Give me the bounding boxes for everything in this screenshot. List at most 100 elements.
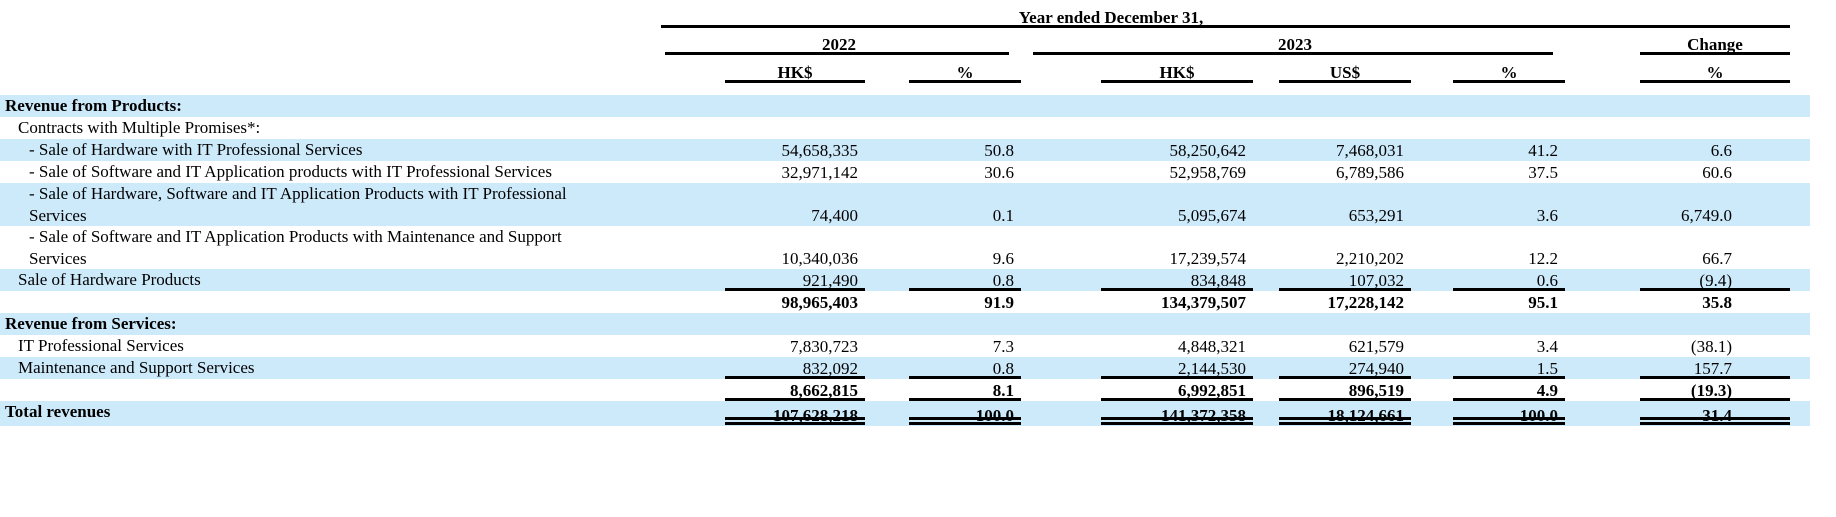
revenue-table: Year ended December 31, 2022 2023 Change… (0, 0, 1810, 426)
cell-2022-hkd: 32,971,142 (781, 162, 859, 182)
cell-2023-hkd: 4,848,321 (1178, 336, 1246, 356)
table-row-hw-sw-it-app-products: - Sale of Hardware, Software and IT Appl… (0, 183, 1810, 226)
header-row-period: Year ended December 31, (0, 0, 1810, 28)
cell-2023-pct: 0.6 (1413, 269, 1567, 291)
cell-2022-pct: 0.8 (867, 269, 1023, 291)
cell-2023-pct: 41.2 (1528, 140, 1558, 160)
col-header-change-pct: % (1567, 55, 1810, 83)
cell-2022-hkd: 7,830,723 (790, 336, 858, 356)
cell-2023-usd: 621,579 (1348, 336, 1404, 356)
cell-2023-pct: 3.4 (1536, 336, 1558, 356)
col-header-2022-hkd: HK$ (655, 55, 867, 83)
cell-2022-hkd: 74,400 (811, 205, 858, 225)
group-change: Change (1567, 28, 1810, 55)
period-title: Year ended December 31, (655, 0, 1567, 28)
row-label-line2: Services (29, 205, 87, 225)
cell-2023-usd: 274,940 (1255, 357, 1413, 379)
table-row-services-subtotal: 8,662,815 8.1 6,992,851 896,519 4.9 (19.… (0, 379, 1810, 401)
cell-2023-usd: 107,032 (1255, 269, 1413, 291)
cell-2023-pct: 3.6 (1536, 205, 1558, 225)
table-row-maintenance-support-services: Maintenance and Support Services 832,092… (0, 357, 1810, 379)
cell-2022-hkd: 10,340,036 (781, 248, 859, 268)
cell-2022-pct: 50.8 (984, 140, 1014, 160)
cell-change-pct: 66.7 (1702, 248, 1732, 268)
cell-2023-usd: 2,210,202 (1336, 248, 1404, 268)
cell-2023-hkd: 834,848 (1023, 269, 1255, 291)
cell-2022-pct: 0.8 (867, 357, 1023, 379)
table-row-total-revenues: Total revenues 107,628,218 100.0 141,372… (0, 401, 1810, 426)
cell-change-pct: 60.6 (1702, 162, 1732, 182)
table-row-revenue-products-section: Revenue from Products: (0, 95, 1810, 117)
cell-2022-hkd: 107,628,218 (655, 401, 867, 426)
table-row-products-subtotal: 98,965,403 91.9 134,379,507 17,228,142 9… (0, 291, 1810, 313)
row-label: - Sale of Hardware with IT Professional … (29, 140, 363, 159)
table-row-sale-hardware-products: Sale of Hardware Products 921,490 0.8 83… (0, 269, 1810, 291)
table-row-hardware-it-services: - Sale of Hardware with IT Professional … (0, 139, 1810, 161)
section-title: Revenue from Products: (5, 96, 182, 115)
cell-2023-usd: 896,519 (1255, 379, 1413, 401)
cell-change-pct: 157.7 (1567, 357, 1810, 379)
row-label-line2: Services (29, 248, 87, 268)
cell-2023-pct: 12.2 (1528, 248, 1558, 268)
cell-2022-pct: 91.9 (984, 292, 1014, 312)
group-2022: 2022 (655, 28, 1023, 55)
row-label: IT Professional Services (18, 336, 184, 355)
col-header-2023-usd: US$ (1255, 55, 1413, 83)
cell-change-pct: 6,749.0 (1681, 205, 1732, 225)
cell-2023-usd: 17,228,142 (1327, 292, 1405, 312)
cell-2022-hkd: 54,658,335 (781, 140, 859, 160)
cell-2022-hkd: 832,092 (655, 357, 867, 379)
section-title: Revenue from Services: (5, 314, 177, 333)
table-row-revenue-services-section: Revenue from Services: (0, 313, 1810, 335)
cell-2022-pct: 8.1 (867, 379, 1023, 401)
row-label: Maintenance and Support Services (18, 358, 255, 377)
cell-change-pct: (19.3) (1567, 379, 1810, 401)
cell-change-pct: (9.4) (1567, 269, 1810, 291)
cell-2023-pct: 4.9 (1413, 379, 1567, 401)
cell-2023-hkd: 2,144,530 (1023, 357, 1255, 379)
cell-2022-hkd: 98,965,403 (781, 292, 859, 312)
cell-2023-hkd: 17,239,574 (1169, 248, 1247, 268)
cell-change-pct: 31.4 (1567, 401, 1810, 426)
col-header-2023-pct: % (1413, 55, 1567, 83)
table-row-it-professional-services: IT Professional Services 7,830,723 7.3 4… (0, 335, 1810, 357)
cell-2023-usd: 7,468,031 (1336, 140, 1404, 160)
cell-2023-hkd: 6,992,851 (1023, 379, 1255, 401)
cell-2023-hkd: 5,095,674 (1178, 205, 1246, 225)
cell-2023-hkd: 141,372,358 (1023, 401, 1255, 426)
period-title-text: Year ended December 31, (1018, 8, 1204, 27)
cell-2023-hkd: 58,250,642 (1169, 140, 1247, 160)
period-rule-change-segment (1567, 0, 1810, 28)
cell-2023-hkd: 134,379,507 (1161, 292, 1246, 312)
cell-2023-pct: 1.5 (1413, 357, 1567, 379)
header-row-groups: 2022 2023 Change (0, 28, 1810, 55)
cell-2022-pct: 100.0 (867, 401, 1023, 426)
group-2022-label: 2022 (822, 35, 856, 54)
group-2023: 2023 (1023, 28, 1567, 55)
row-label: Total revenues (5, 402, 111, 421)
cell-change-pct: 35.8 (1702, 292, 1732, 312)
table-row-contracts-multiple-promises: Contracts with Multiple Promises*: (0, 117, 1810, 139)
table-row-software-it-app-products: - Sale of Software and IT Application pr… (0, 161, 1810, 183)
cell-change-pct: 6.6 (1710, 140, 1732, 160)
group-2023-label: 2023 (1278, 35, 1312, 54)
cell-2023-pct: 37.5 (1528, 162, 1558, 182)
cell-2023-hkd: 52,958,769 (1169, 162, 1247, 182)
table-row-sw-maintenance-support: - Sale of Software and IT Application Pr… (0, 226, 1810, 269)
cell-2022-pct: 30.6 (984, 162, 1014, 182)
cell-2022-pct: 7.3 (992, 336, 1014, 356)
col-header-2022-pct: % (867, 55, 1023, 83)
cell-2022-pct: 0.1 (992, 205, 1014, 225)
cell-2022-hkd: 921,490 (655, 269, 867, 291)
header-row-columns: HK$ % HK$ US$ % % (0, 55, 1810, 83)
col-header-2023-hkd: HK$ (1023, 55, 1255, 83)
cell-2023-usd: 6,789,586 (1336, 162, 1404, 182)
cell-2022-hkd: 8,662,815 (655, 379, 867, 401)
cell-change-pct: (38.1) (1690, 336, 1732, 356)
cell-2023-usd: 18,124,661 (1255, 401, 1413, 426)
header-spacer (0, 83, 1810, 95)
row-label: Contracts with Multiple Promises*: (18, 118, 261, 137)
row-label: - Sale of Software and IT Application pr… (29, 162, 552, 181)
group-change-label: Change (1687, 35, 1743, 54)
